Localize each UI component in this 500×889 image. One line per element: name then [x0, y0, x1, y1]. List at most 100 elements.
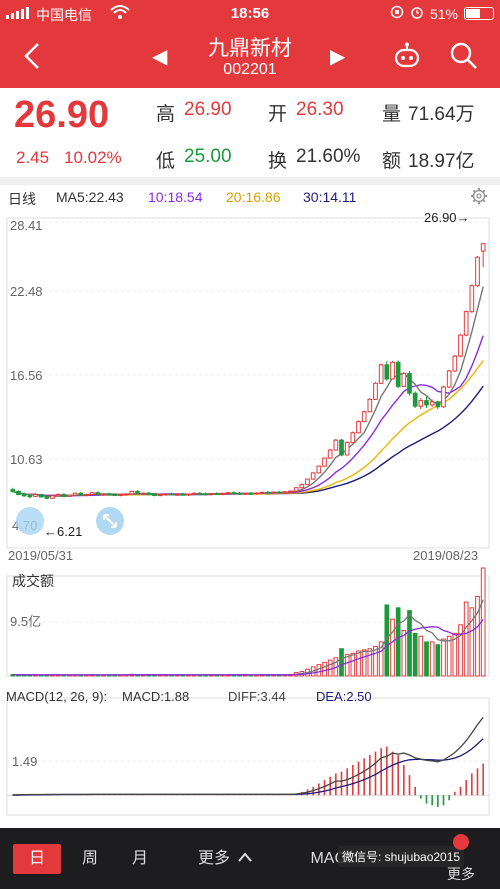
period-label[interactable]: 日线	[8, 191, 36, 207]
candle	[390, 361, 395, 380]
wifi-icon	[110, 4, 130, 23]
candle-body	[123, 493, 129, 496]
candle-body	[248, 492, 254, 495]
candle-body	[50, 495, 55, 499]
candle-body	[140, 492, 146, 495]
candle	[186, 493, 191, 497]
candle	[458, 333, 463, 358]
candle	[67, 494, 72, 497]
candle-body	[305, 478, 310, 486]
volume-bar	[429, 641, 435, 677]
robot-icon[interactable]	[392, 42, 422, 75]
candle	[10, 487, 16, 493]
ma10-line	[12, 335, 484, 497]
candle	[407, 370, 412, 396]
candle-body	[390, 361, 395, 380]
candle-body	[480, 243, 486, 252]
candle-body	[429, 401, 435, 406]
status-bar: 中国电信 18:56 51%	[0, 0, 500, 28]
candle-body	[384, 364, 390, 380]
candle	[61, 493, 67, 497]
candle	[242, 492, 248, 496]
candle	[16, 490, 21, 496]
price-tick-1: 28.41	[10, 218, 43, 233]
price-tick-4: 10.63	[10, 452, 43, 467]
volume-bar	[327, 659, 333, 677]
candle-body	[95, 492, 101, 496]
volume-bar	[350, 652, 356, 677]
candle	[89, 492, 95, 496]
tab-more[interactable]: 更多	[197, 850, 230, 867]
candle-body	[152, 494, 157, 497]
candle	[237, 492, 242, 495]
candle-body	[27, 495, 33, 498]
candlesticks	[10, 243, 486, 500]
candle	[344, 441, 350, 456]
status-time: 18:56	[230, 5, 270, 22]
candle	[225, 492, 231, 495]
candle	[356, 420, 361, 434]
candle	[123, 493, 129, 496]
volume-ma5-line	[12, 599, 484, 676]
candle	[135, 490, 140, 495]
volume-bar	[390, 618, 395, 677]
candle-body	[344, 442, 350, 456]
alarm-icon	[410, 5, 424, 22]
candle-body	[446, 370, 452, 388]
next-stock-icon[interactable]: ▶	[330, 46, 346, 68]
gear-icon[interactable]	[470, 187, 488, 210]
volume-bar	[361, 649, 367, 677]
candle	[112, 493, 118, 497]
candle-body	[356, 421, 361, 434]
candle-body	[254, 492, 259, 495]
volume-bar	[458, 624, 463, 677]
candle	[203, 492, 208, 496]
chevron-up-icon[interactable]	[236, 844, 254, 874]
search-icon[interactable]	[448, 40, 480, 77]
candle-body	[339, 439, 344, 456]
candle	[384, 361, 390, 381]
candle	[248, 492, 254, 495]
candle	[259, 491, 265, 495]
candle	[446, 369, 452, 389]
candle	[220, 492, 225, 496]
candle-body	[225, 492, 231, 495]
prev-stock-icon[interactable]: ◀	[152, 46, 168, 68]
expand-icon[interactable]	[96, 507, 124, 535]
tab-day[interactable]: 日	[13, 844, 61, 874]
left-scroll-handle[interactable]	[16, 507, 44, 535]
dea-value: DEA:2.50	[316, 689, 372, 704]
candle	[333, 438, 339, 451]
macd-params: MACD(12, 26, 9):	[6, 689, 107, 704]
bottom-toolbar: 日 周 月 更多 MACD 微信号: shujubao2015 更多	[0, 828, 500, 889]
tab-month[interactable]: 月	[131, 850, 148, 867]
candle	[95, 491, 101, 496]
candle	[367, 398, 373, 413]
candle-body	[112, 494, 118, 497]
candle-body	[231, 492, 237, 495]
ma5-line	[12, 286, 484, 498]
settings-dot-icon[interactable]	[453, 834, 469, 850]
battery-icon	[464, 7, 494, 20]
volume-bar	[401, 630, 407, 677]
candle-body	[186, 493, 191, 496]
candle-body	[67, 494, 72, 497]
candle-body	[271, 491, 276, 494]
volume-value: 71.64万	[408, 104, 475, 125]
tab-week[interactable]: 周	[81, 850, 98, 867]
stock-chart[interactable]: 28.41 22.48 16.56 10.63 4.70 26.90→ ←6.2…	[0, 208, 500, 828]
candle-body	[407, 372, 412, 394]
candle	[146, 492, 152, 496]
candle	[33, 493, 38, 497]
volume-bar	[373, 645, 378, 677]
candle	[101, 493, 106, 496]
volume-title: 成交额	[12, 573, 54, 589]
candle	[197, 492, 203, 495]
volume-bar	[316, 664, 322, 677]
settings-more[interactable]: 更多	[447, 866, 475, 882]
candle	[310, 472, 316, 480]
candle-body	[84, 494, 89, 497]
ma20-line	[12, 360, 484, 497]
back-button[interactable]	[18, 38, 48, 74]
candle	[350, 431, 356, 444]
